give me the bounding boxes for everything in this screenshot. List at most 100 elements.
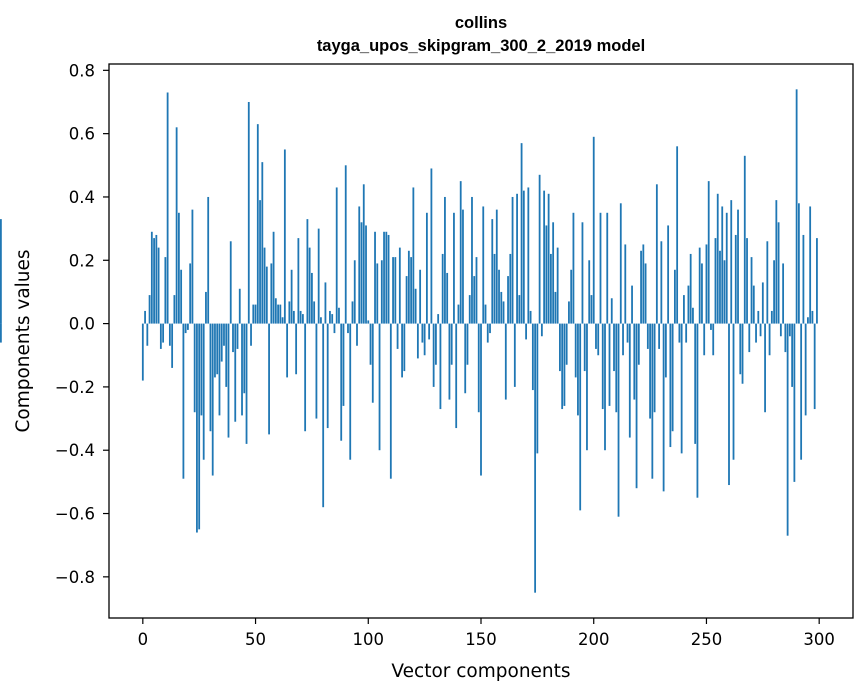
bar [360,222,363,324]
bar [387,234,390,324]
bar [367,320,370,324]
bar [421,323,424,343]
bar [263,247,266,324]
bar [779,323,782,337]
bar [795,89,798,324]
bar [315,323,318,419]
bar [707,181,710,324]
bar [768,323,771,356]
bar [549,253,552,324]
bar [292,310,295,324]
y-tick-label: 0.8 [69,61,95,80]
bar [205,291,207,324]
y-tick-label: 0.0 [69,315,95,334]
bar [247,101,250,324]
bar [660,241,663,324]
bar [184,323,187,334]
bar [473,276,476,324]
y-tick-label: 0.6 [69,125,95,144]
bar [489,323,491,334]
bar [807,317,809,324]
bar [633,323,636,400]
bar [272,231,275,324]
bar [297,238,300,324]
bar [333,323,336,334]
bar [714,238,717,324]
bar [207,196,210,324]
bar [423,323,426,356]
bar [480,323,482,476]
bar-series [0,89,818,593]
bar [547,193,550,324]
bar [428,323,431,340]
bar [655,184,658,324]
bar [552,222,555,324]
bar [439,323,442,410]
bar [545,225,548,324]
bar [529,310,532,324]
bar [306,219,309,324]
bar [254,304,257,324]
bar [604,323,606,451]
bar [295,323,298,375]
bar [737,209,739,324]
x-tick-label: 250 [691,630,723,649]
bar [320,317,322,324]
bar [376,263,379,324]
bar [680,323,683,454]
bar [166,92,169,324]
bar [723,260,726,324]
bar [313,301,316,324]
chart-subtitle: tayga_upos_skipgram_300_2_2019 model [317,37,645,55]
bar [644,263,647,324]
bar [304,323,307,432]
bar [349,323,352,460]
bar [683,295,685,324]
bar [371,323,374,403]
bar [520,143,523,324]
bar [198,323,201,530]
bar [265,266,268,324]
bar [640,250,642,324]
bar [308,247,311,324]
bar [786,323,789,536]
x-tick-label: 200 [578,630,610,649]
bar [572,212,575,324]
bar [565,323,568,365]
x-axis-label: Vector components [391,661,570,682]
bar [475,257,478,324]
bar [175,127,178,324]
bar [441,253,444,324]
bar [220,323,223,362]
bar [274,298,277,324]
y-axis-label: Components values [13,249,34,432]
y-axis: −0.8 −0.6 −0.4 −0.2 0.0 0.2 0.4 0.6 0.8 [55,61,109,587]
bar [543,190,546,324]
bar [311,272,313,324]
x-tick-label: 0 [138,630,149,649]
bar [196,323,198,533]
bar [495,209,498,324]
bar [770,310,773,324]
bar [225,323,228,387]
bar [608,323,611,406]
bar [531,323,534,391]
bar [455,323,458,429]
bar [498,269,500,324]
bar [669,323,672,448]
bar [403,323,406,372]
bar [141,323,144,381]
bar [511,196,514,324]
bar [425,212,428,324]
bar [317,228,320,324]
bar [450,323,453,365]
bar [200,323,203,416]
bar [536,323,539,454]
bar [716,193,719,324]
bar [658,323,661,349]
bar [299,310,302,324]
bar [482,206,485,324]
bar [642,244,645,324]
bar [696,323,699,498]
bar [527,187,530,324]
